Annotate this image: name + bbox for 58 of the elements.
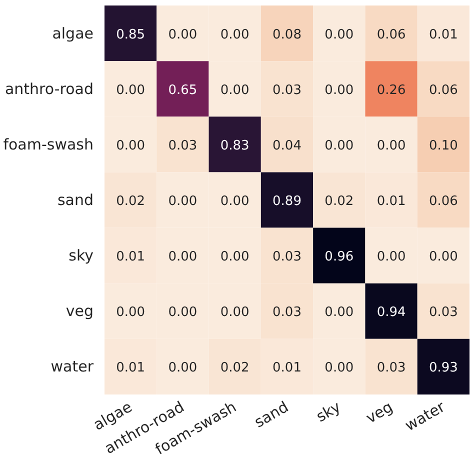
data-label: 0.94	[376, 305, 406, 320]
data-label: 0.03	[168, 138, 198, 154]
data-label: 0.02	[324, 194, 354, 209]
data-label: 0.00	[428, 250, 458, 265]
data-label: 0.01	[116, 360, 146, 376]
data-label: 0.00	[220, 27, 250, 42]
data-label: 0.93	[428, 360, 458, 376]
data-label: 0.85	[116, 27, 146, 42]
data-label: 0.01	[376, 194, 406, 209]
data-label: 0.00	[324, 360, 354, 376]
data-label: 0.03	[376, 360, 406, 376]
data-label: 0.06	[376, 27, 406, 42]
data-label: 0.00	[324, 27, 354, 42]
data-label: 0.00	[220, 82, 250, 98]
data-label: 0.96	[324, 250, 354, 265]
data-label: 0.00	[324, 82, 354, 98]
y-tick-label: anthro-road	[4, 80, 94, 98]
data-label: 0.00	[168, 27, 198, 42]
data-label: 0.00	[116, 138, 146, 154]
data-label: 0.00	[324, 138, 354, 154]
data-label: 0.02	[116, 194, 146, 209]
y-tick-label: sand	[57, 191, 94, 209]
y-tick-label: algae	[52, 24, 94, 42]
data-label: 0.08	[272, 27, 302, 42]
data-label: 0.00	[168, 250, 198, 265]
data-label: 0.00	[376, 138, 406, 154]
data-label: 0.83	[220, 138, 250, 154]
data-label: 0.00	[220, 194, 250, 209]
data-label: 0.00	[168, 305, 198, 320]
y-tick-label: veg	[66, 302, 94, 320]
data-label: 0.01	[272, 360, 302, 376]
data-label: 0.02	[220, 360, 250, 376]
data-label: 0.26	[376, 82, 406, 98]
x-tick-label: sky	[313, 398, 344, 426]
data-label: 0.03	[272, 250, 302, 265]
data-label: 0.00	[168, 360, 198, 376]
data-label: 0.00	[116, 305, 146, 320]
data-label: 0.06	[428, 82, 458, 98]
data-label: 0.03	[272, 82, 302, 98]
data-label: 0.00	[220, 250, 250, 265]
data-label: 0.65	[168, 82, 198, 98]
data-label: 0.00	[324, 305, 354, 320]
data-label: 0.00	[168, 194, 198, 209]
data-label: 0.06	[428, 194, 458, 209]
y-tick-label: sky	[68, 246, 94, 265]
y-tick-label: foam-swash	[3, 135, 94, 154]
data-label: 0.89	[272, 194, 302, 209]
data-label: 0.01	[428, 27, 458, 42]
data-label: 0.01	[116, 250, 146, 265]
data-label: 0.00	[220, 305, 250, 320]
y-tick-label: water	[50, 358, 94, 376]
data-label: 0.03	[272, 305, 302, 320]
data-label: 0.00	[116, 82, 146, 98]
x-tick-label: veg	[362, 398, 396, 428]
data-label: 0.03	[428, 305, 458, 320]
data-label: 0.00	[376, 250, 406, 265]
data-label: 0.04	[272, 138, 302, 154]
data-label: 0.10	[428, 138, 458, 154]
